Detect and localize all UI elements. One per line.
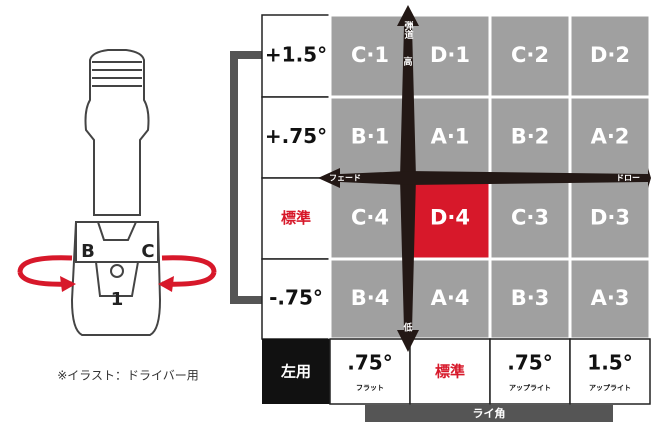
cell-label: D·2 bbox=[590, 43, 630, 67]
cell-label: B·4 bbox=[351, 286, 390, 310]
loft-cell bbox=[261, 258, 331, 340]
illustration-label: B bbox=[81, 241, 95, 262]
fade-label: フェード bbox=[329, 174, 361, 183]
caption: ※イラスト：ドライバー用 bbox=[57, 369, 199, 383]
cell-label: C·1 bbox=[351, 43, 389, 67]
lie-cell bbox=[329, 338, 411, 405]
draw-label: ドロー bbox=[616, 174, 640, 183]
grid-cell bbox=[568, 176, 651, 261]
grid-cell bbox=[488, 176, 572, 261]
cell-label: B·1 bbox=[351, 125, 390, 149]
cell-label: D·3 bbox=[590, 206, 630, 230]
hosel-illustration bbox=[17, 49, 217, 336]
loft-cell bbox=[261, 177, 331, 260]
loft-label: ロフト角 bbox=[241, 156, 254, 201]
lie-bar bbox=[365, 405, 613, 422]
high-label: 高 bbox=[403, 56, 412, 68]
lie-sub-label: アップライト bbox=[589, 383, 631, 392]
loft-value: -.75° bbox=[269, 286, 323, 310]
left-hand-label: 左用 bbox=[280, 363, 311, 381]
lie-value: .75° bbox=[347, 351, 392, 375]
lie-cell bbox=[489, 338, 571, 405]
lie-label: ライ角 bbox=[473, 406, 506, 420]
loft-value: 標準 bbox=[281, 209, 311, 227]
cell-label: B·3 bbox=[511, 286, 550, 310]
cell-label: D·1 bbox=[430, 43, 470, 67]
grid-cell bbox=[568, 13, 651, 99]
illustration-label: C bbox=[141, 241, 154, 262]
lie-cell bbox=[569, 338, 651, 405]
loft-value: +.75° bbox=[265, 124, 327, 148]
cell-label: C·3 bbox=[511, 206, 549, 230]
cell-label: A·3 bbox=[591, 286, 630, 310]
grid-cell bbox=[488, 257, 572, 341]
loft-bracket bbox=[230, 51, 262, 304]
cell-label: A·2 bbox=[591, 125, 630, 149]
cell-label: D·4 bbox=[430, 206, 470, 230]
low-label: 低 bbox=[402, 322, 412, 334]
loft-label-group: ロフト角 bbox=[241, 156, 254, 201]
cell-label: C·2 bbox=[511, 43, 549, 67]
grid: +1.5° +.75° 標準 -.75° C·1 D·1 C·2 D·2 B·1 A·1 B·2 A·… bbox=[261, 13, 651, 405]
lie-sub-label: フラット bbox=[356, 384, 384, 392]
lie-value: .75° bbox=[507, 351, 552, 375]
loft-value: +1.5° bbox=[265, 43, 327, 67]
cell-label: B·2 bbox=[511, 125, 550, 149]
lie-value: 標準 bbox=[435, 363, 465, 381]
cell-label: A·1 bbox=[431, 125, 470, 149]
grid-cell bbox=[568, 95, 651, 180]
trajectory-label: 弾道 bbox=[403, 20, 414, 40]
cell-label: C·4 bbox=[351, 206, 389, 230]
grid-cell bbox=[408, 176, 492, 261]
horizontal-arrow bbox=[318, 168, 651, 188]
left-hand-cell bbox=[262, 339, 330, 404]
illustration-label: 1 bbox=[111, 289, 124, 310]
lie-sub-label: アップライト bbox=[509, 383, 551, 392]
lie-value: 1.5° bbox=[587, 351, 632, 375]
cell-label: A·4 bbox=[431, 286, 470, 310]
